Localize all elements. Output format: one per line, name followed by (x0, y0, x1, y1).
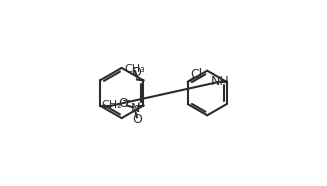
Text: Cl: Cl (191, 68, 203, 81)
Text: NH: NH (211, 75, 230, 88)
Text: +: + (134, 102, 142, 111)
Text: N: N (130, 102, 140, 115)
Text: O: O (131, 66, 141, 78)
Text: −: − (122, 96, 132, 105)
Text: CH₂: CH₂ (101, 100, 122, 110)
Text: O: O (118, 97, 128, 110)
Text: O: O (132, 113, 142, 126)
Text: CH₃: CH₃ (125, 64, 146, 74)
